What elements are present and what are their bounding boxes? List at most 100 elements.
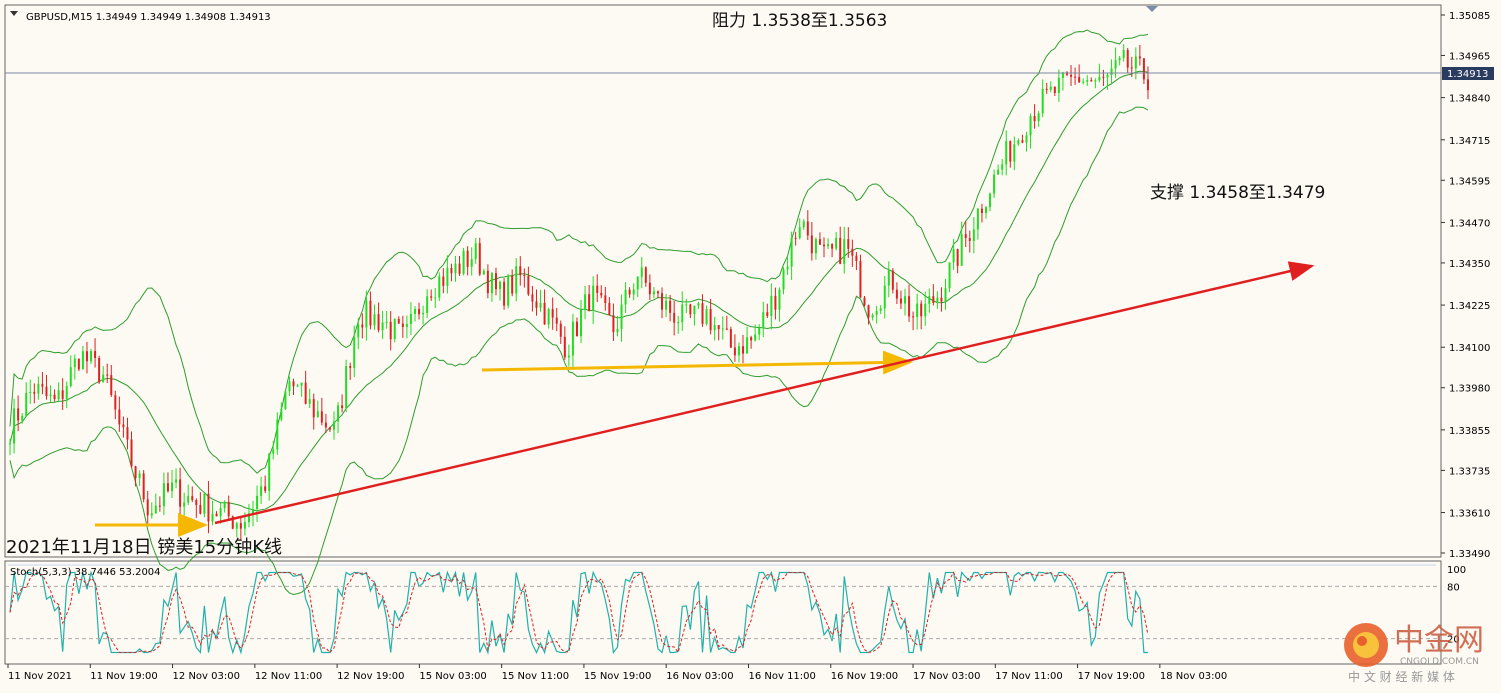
candle-body	[786, 266, 789, 270]
candle-body	[997, 169, 1000, 175]
candle-body	[17, 408, 20, 421]
candle-body	[543, 302, 546, 325]
x-tick-label: 16 Nov 19:00	[831, 671, 898, 682]
candle-body	[466, 250, 469, 267]
collapse-triangle-icon[interactable]	[10, 11, 18, 16]
candle-body	[1122, 50, 1125, 58]
candle-body	[227, 502, 230, 517]
x-tick-label: 17 Nov 19:00	[1078, 671, 1145, 682]
candle-body	[211, 513, 214, 522]
candle-body	[418, 308, 421, 315]
stoch-level-label: 20	[1447, 635, 1460, 646]
candle-body	[871, 314, 874, 318]
candle-body	[827, 244, 830, 247]
candle-body	[69, 367, 72, 387]
candle-body	[1021, 140, 1024, 143]
candle-body	[980, 208, 983, 214]
candle-body	[474, 243, 477, 260]
candle-body	[976, 208, 979, 230]
resistance-annotation: 阻力 1.3538至1.3563	[712, 11, 887, 31]
candle-body	[847, 239, 850, 249]
candle-body	[806, 221, 809, 236]
candle-body	[199, 505, 202, 514]
candle-body	[61, 390, 64, 399]
candle-body	[1025, 135, 1028, 143]
candle-body	[519, 266, 522, 276]
candle-body	[640, 267, 643, 277]
candle-body	[989, 193, 992, 208]
candle-body	[422, 312, 425, 315]
candle-body	[373, 314, 376, 326]
candle-body	[446, 267, 449, 286]
candle-body	[166, 483, 169, 492]
candle-body	[661, 293, 664, 310]
stochastic-levels: 100 80 20	[5, 565, 1466, 646]
candle-body	[1037, 113, 1040, 122]
candle-body	[494, 273, 497, 290]
candle-body	[899, 298, 902, 304]
candle-body	[681, 304, 684, 323]
candle-body	[952, 249, 955, 263]
candle-body	[304, 382, 307, 404]
candle-body	[337, 405, 340, 422]
stoch-signal-line	[9, 571, 1149, 654]
candle-body	[1033, 116, 1036, 122]
candle-body	[920, 303, 923, 317]
candle-body	[57, 390, 60, 400]
candle-body	[851, 248, 854, 256]
candle-body	[405, 324, 408, 327]
candle-body	[580, 309, 583, 337]
candle-body	[235, 523, 238, 529]
x-tick-label: 18 Nov 03:00	[1160, 671, 1227, 682]
candle-body	[308, 399, 311, 404]
candle-body	[689, 304, 692, 315]
x-tick-label: 17 Nov 03:00	[913, 671, 980, 682]
candle-body	[948, 262, 951, 289]
candle-body	[478, 243, 481, 275]
x-tick-label: 16 Nov 03:00	[666, 671, 733, 682]
candle-body	[1146, 79, 1149, 91]
candle-body	[353, 337, 356, 368]
candle-body	[231, 516, 234, 529]
candle-body	[369, 300, 372, 326]
candle-body	[53, 394, 56, 400]
x-tick-label: 15 Nov 19:00	[584, 671, 651, 682]
candle-body	[1029, 116, 1032, 136]
support-arrow-middle	[481, 350, 913, 375]
candle-body	[936, 297, 939, 303]
shift-marker-icon[interactable]	[1146, 6, 1158, 12]
candle-body	[73, 358, 76, 368]
candle-body	[944, 288, 947, 302]
candle-body	[677, 322, 680, 324]
candle-body	[393, 318, 396, 340]
candle-body	[458, 263, 461, 274]
candle-body	[1094, 80, 1097, 82]
candle-body	[462, 250, 465, 274]
candle-body	[490, 273, 493, 294]
candle-body	[551, 309, 554, 318]
candle-body	[65, 386, 68, 399]
candle-body	[45, 386, 48, 397]
candle-body	[742, 346, 745, 354]
candle-body	[575, 321, 578, 337]
candle-body	[984, 207, 987, 214]
candle-body	[499, 281, 502, 290]
candle-body	[357, 324, 360, 338]
candle-body	[794, 237, 797, 239]
candle-body	[81, 351, 84, 370]
time-axis: 11 Nov 2021 11 Nov 19:00 12 Nov 03:00 12 No…	[7, 664, 1227, 682]
candle-body	[85, 351, 88, 362]
candle-body	[296, 385, 299, 387]
candle-body	[470, 259, 473, 267]
candle-body	[746, 337, 749, 354]
indicator-panel	[4, 560, 1442, 665]
candle-body	[365, 300, 368, 328]
candle-body	[94, 351, 97, 359]
candle-body	[567, 355, 570, 358]
candle-body	[134, 466, 137, 479]
candle-body	[284, 391, 287, 409]
candle-body	[705, 309, 708, 324]
candle-body	[438, 276, 441, 298]
brand-domain: CNGOLD.COM.CN	[1400, 657, 1479, 667]
